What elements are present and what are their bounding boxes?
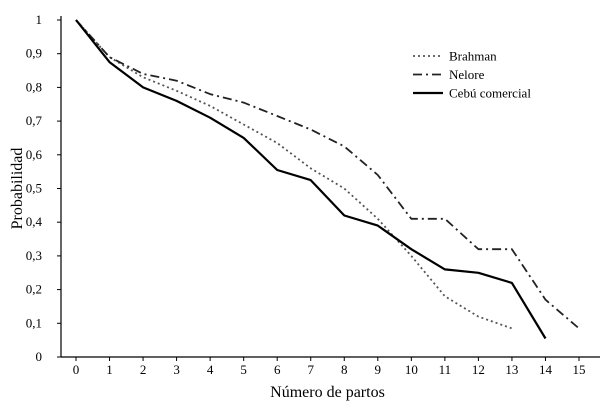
y-axis-title: Probabilidad [9,148,26,230]
legend-label: Brahman [449,49,497,64]
legend-label: Nelore [449,67,485,82]
legend-label: Cebú comercial [449,86,531,101]
x-tick-label: 14 [539,362,553,377]
x-tick-label: 11 [439,362,452,377]
y-tick-label: 0,2 [26,282,42,297]
y-tick-label: 0 [36,349,43,364]
y-tick-label: 1 [36,12,43,27]
x-tick-label: 8 [341,362,348,377]
y-tick-label: 0,6 [26,147,43,162]
x-tick-label: 3 [173,362,180,377]
x-tick-label: 9 [375,362,382,377]
axes [60,16,600,358]
x-axis-ticks: 0 1 2 3 4 5 6 7 8 9 10 11 12 13 14 15 [73,357,586,377]
y-tick-label: 0,4 [26,214,43,229]
series-line-brahman [75,19,513,330]
y-tick-label: 0,5 [26,181,42,196]
x-tick-label: 12 [472,362,485,377]
x-tick-label: 5 [240,362,247,377]
x-tick-label: 13 [505,362,518,377]
series-layer [75,19,580,340]
y-tick-label: 0,3 [26,248,42,263]
y-tick-label: 0,1 [26,315,42,330]
y-tick-label: 0,8 [26,79,42,94]
x-axis-title: Número de partos [270,384,385,401]
x-tick-label: 6 [274,362,281,377]
x-tick-label: 1 [106,362,113,377]
x-tick-label: 15 [573,362,586,377]
x-tick-label: 7 [307,362,314,377]
y-tick-label: 0,9 [26,46,42,61]
x-tick-label: 10 [405,362,418,377]
x-tick-label: 0 [73,362,80,377]
series-line-ceb-comercial [75,19,547,340]
y-axis-ticks: 0 0,1 0,2 0,3 0,4 0,5 0,6 0,7 0,8 0,9 1 [26,12,61,364]
y-tick-label: 0,7 [26,113,43,128]
x-tick-label: 2 [140,362,147,377]
legend: Brahman Nelore Cebú comercial [413,49,531,101]
x-tick-label: 4 [207,362,214,377]
series-line-nelore [75,19,580,330]
